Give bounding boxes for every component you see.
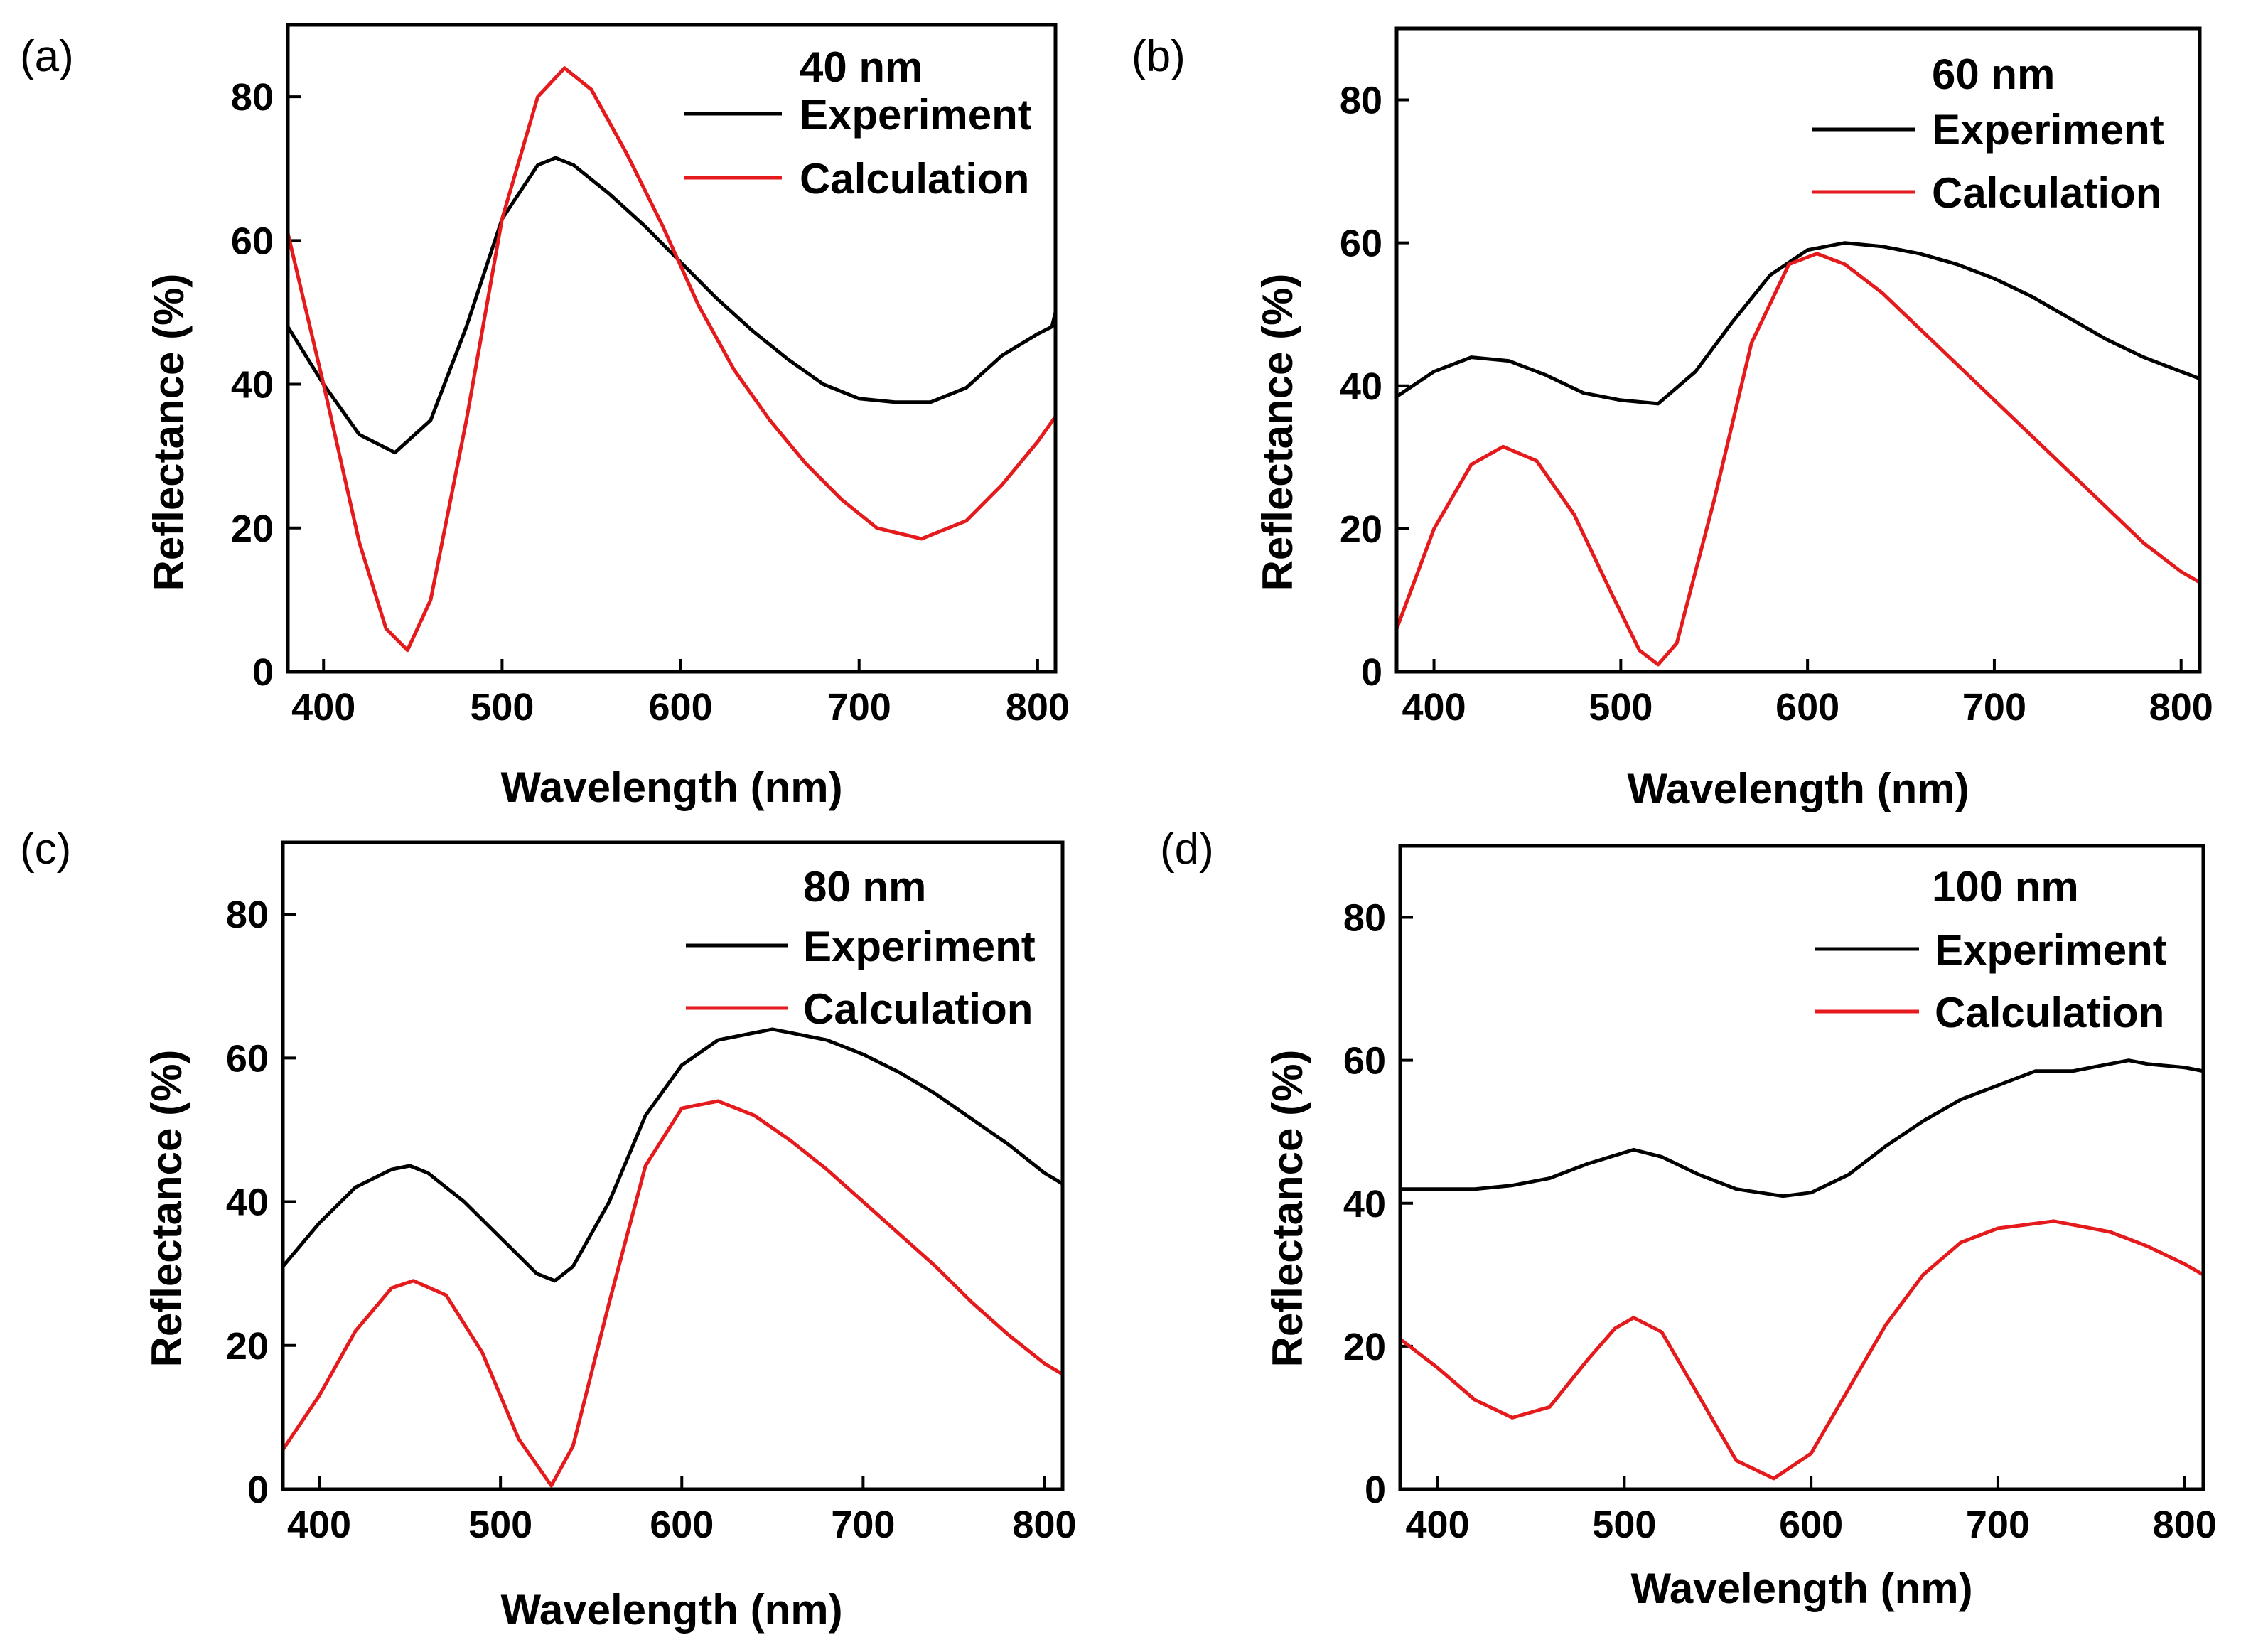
x-tick-label-a-700: 700 <box>827 686 891 729</box>
plot-frame-b <box>1394 26 2202 674</box>
y-tick-label-d-20: 20 <box>1343 1326 1386 1368</box>
x-tick-label-d-600: 600 <box>1779 1503 1843 1546</box>
y-tick-label-b-40: 40 <box>1340 365 1382 408</box>
legend-title-a: 40 nm <box>800 43 923 91</box>
y-axis-title-c: Reflectance (%) <box>143 1050 190 1368</box>
x-tick-label-b-400: 400 <box>1402 686 1466 729</box>
y-tick-label-d-40: 40 <box>1343 1183 1386 1225</box>
plot-frame-c <box>281 840 1065 1491</box>
series-line-experiment-c <box>281 1027 1065 1283</box>
x-tick-label-c-600: 600 <box>650 1503 714 1546</box>
ticks-d: 400 500 600 700 800 0 20 40 60 80 <box>1343 897 2217 1546</box>
legend-title-d: 100 nm <box>1932 863 2079 911</box>
y-tick-label-c-20: 20 <box>226 1325 269 1368</box>
y-tick-label-b-20: 20 <box>1340 508 1382 551</box>
legend-title-b: 60 nm <box>1932 50 2055 98</box>
x-tick-label-d-800: 800 <box>2153 1503 2217 1546</box>
legend-label-experiment-b: Experiment <box>1932 106 2164 154</box>
legend-label-calculation-b: Calculation <box>1932 169 2161 217</box>
series-line-calculation-a <box>286 66 1058 653</box>
plot-frame-a <box>286 23 1058 674</box>
series-lines-b <box>1394 241 2202 667</box>
legend-label-experiment-a: Experiment <box>800 91 1032 139</box>
series-line-calculation-d <box>1398 1219 2205 1481</box>
series-line-calculation-b <box>1394 252 2202 667</box>
x-tick-label-d-400: 400 <box>1406 1503 1470 1546</box>
y-axis-title-b: Reflectance (%) <box>1254 274 1301 591</box>
y-tick-label-a-0: 0 <box>252 651 274 694</box>
x-tick-label-b-500: 500 <box>1589 686 1652 729</box>
y-tick-label-a-80: 80 <box>231 76 274 119</box>
ticks-b: 400 500 600 700 800 0 20 40 60 80 <box>1340 80 2213 729</box>
legend-title-c: 80 nm <box>803 863 926 911</box>
panel-label-c: (c) <box>20 825 71 874</box>
series-line-calculation-c <box>281 1099 1065 1488</box>
x-tick-label-b-700: 700 <box>1962 686 2026 729</box>
ticks-a: 400 500 600 700 800 0 20 40 60 80 <box>231 76 1070 729</box>
y-tick-label-a-20: 20 <box>231 508 274 550</box>
x-tick-label-a-500: 500 <box>470 686 534 729</box>
series-line-experiment-b <box>1394 241 2202 406</box>
x-tick-label-a-400: 400 <box>291 686 355 729</box>
series-lines-c <box>281 1027 1065 1488</box>
y-tick-label-c-80: 80 <box>226 894 269 936</box>
panel-label-b: (b) <box>1132 32 1186 81</box>
series-line-experiment-d <box>1398 1058 2205 1198</box>
x-tick-label-b-800: 800 <box>2149 686 2213 729</box>
x-tick-label-a-800: 800 <box>1006 686 1070 729</box>
x-tick-label-a-600: 600 <box>649 686 713 729</box>
y-tick-label-a-60: 60 <box>231 220 274 262</box>
y-tick-label-c-40: 40 <box>226 1181 269 1224</box>
y-tick-label-c-60: 60 <box>226 1037 269 1080</box>
x-tick-label-b-600: 600 <box>1775 686 1839 729</box>
x-axis-title-d: Wavelength (nm) <box>1630 1565 1972 1612</box>
y-tick-label-d-0: 0 <box>1365 1469 1386 1511</box>
series-lines-a <box>286 66 1058 653</box>
panel-a: (a) Reflectance (%) Wavelength (nm) 400 5… <box>20 23 1070 811</box>
x-axis-title-a: Wavelength (nm) <box>500 763 842 811</box>
y-axis-title-a: Reflectance (%) <box>145 274 193 591</box>
y-tick-label-b-0: 0 <box>1361 651 1382 694</box>
legend-label-calculation-a: Calculation <box>800 155 1029 203</box>
legend-label-experiment-d: Experiment <box>1935 926 2167 974</box>
y-tick-label-c-0: 0 <box>247 1469 269 1511</box>
series-lines-d <box>1398 1058 2205 1481</box>
panel-label-a: (a) <box>20 32 74 81</box>
x-tick-label-c-800: 800 <box>1012 1503 1076 1546</box>
x-tick-label-c-700: 700 <box>831 1503 895 1546</box>
panel-c: (c) Reflectance (%) Wavelength (nm) 400 5… <box>20 825 1077 1634</box>
legend-label-calculation-d: Calculation <box>1935 989 2164 1036</box>
y-tick-label-d-80: 80 <box>1343 897 1386 940</box>
y-tick-label-b-80: 80 <box>1340 80 1382 122</box>
legend-label-calculation-c: Calculation <box>803 985 1033 1033</box>
panel-b: (b) Reflectance (%) Wavelength (nm) 400 5… <box>1132 26 2213 812</box>
y-tick-label-a-40: 40 <box>231 364 274 407</box>
x-tick-label-d-700: 700 <box>1966 1503 2030 1546</box>
x-axis-title-c: Wavelength (nm) <box>500 1586 842 1634</box>
y-tick-label-d-60: 60 <box>1343 1040 1386 1083</box>
y-axis-title-d: Reflectance (%) <box>1264 1050 1311 1368</box>
x-tick-label-c-500: 500 <box>468 1503 532 1546</box>
ticks-c: 400 500 600 700 800 0 20 40 60 80 <box>226 894 1077 1546</box>
panel-d: (d) Reflectance (%) Wavelength (nm) 400 5… <box>1160 825 2217 1612</box>
y-tick-label-b-60: 60 <box>1340 222 1382 265</box>
x-tick-label-d-500: 500 <box>1592 1503 1656 1546</box>
x-tick-label-c-400: 400 <box>287 1503 351 1546</box>
panel-label-d: (d) <box>1160 825 1214 874</box>
legend-label-experiment-c: Experiment <box>803 923 1036 970</box>
plot-frame-d <box>1398 844 2205 1491</box>
x-axis-title-b: Wavelength (nm) <box>1627 765 1969 812</box>
